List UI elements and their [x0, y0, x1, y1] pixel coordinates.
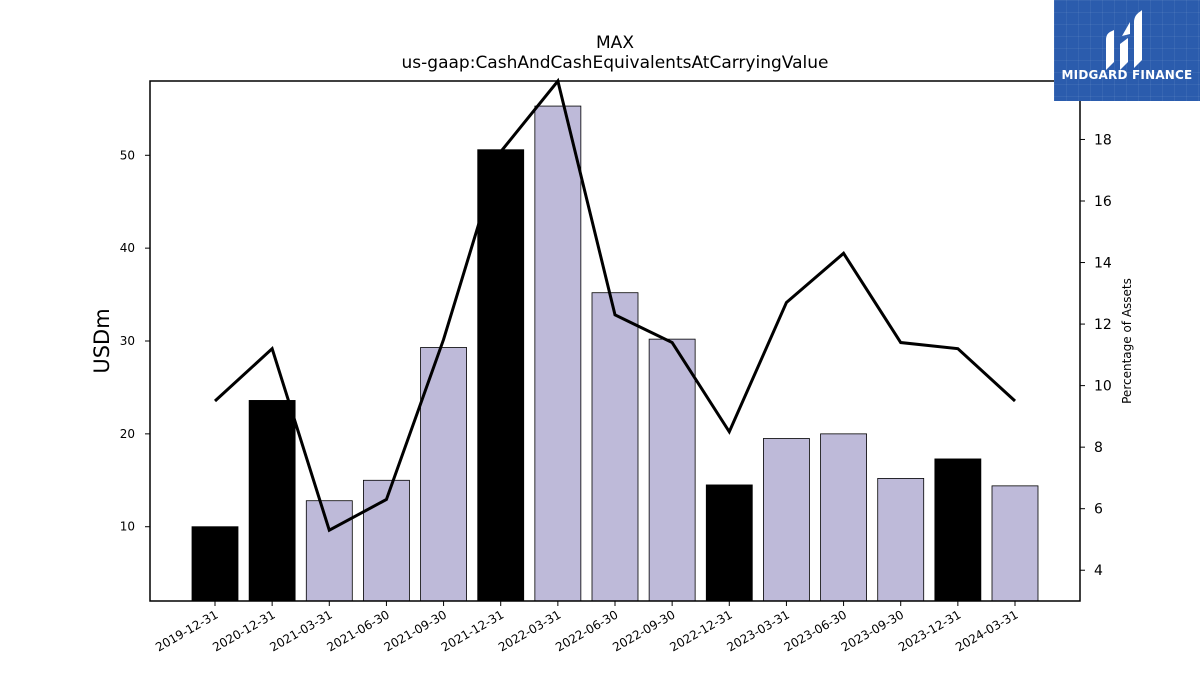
x-tick-label: 2021-12-31 [439, 607, 506, 654]
y-tick-label: 20 [120, 427, 135, 441]
y-tick-label: 30 [120, 334, 135, 348]
x-tick-label: 2021-09-30 [382, 607, 449, 654]
midgard-logo-icon [1106, 10, 1142, 70]
y2-tick-label: 16 [1094, 194, 1112, 210]
bar-2023-03-31 [763, 438, 810, 602]
bar-2022-09-30 [648, 338, 696, 602]
x-tick-label: 2023-06-30 [782, 607, 849, 654]
x-tick-label: 2021-03-31 [267, 607, 334, 654]
y-tick-label: 10 [120, 520, 135, 534]
x-tick-label: 2019-12-31 [153, 607, 220, 654]
bar-2023-06-30 [820, 433, 867, 602]
bar-2021-09-30 [420, 347, 467, 602]
y2-axis-label: Percentage of Assets [1120, 278, 1134, 404]
y2-tick-label: 8 [1094, 440, 1103, 456]
x-tick-label: 2023-12-31 [896, 607, 963, 654]
x-tick-label: 2022-06-30 [553, 607, 620, 654]
y-tick-label: 40 [120, 241, 135, 255]
y2-tick-label: 18 [1094, 132, 1112, 148]
y-axis-label: USDm [90, 308, 114, 373]
bar-2022-12-31 [705, 484, 753, 602]
bar-series [191, 105, 1039, 602]
x-tick-label: 2022-12-31 [667, 607, 734, 654]
y2-tick-label: 14 [1094, 256, 1112, 272]
bar-2023-12-31 [934, 458, 982, 602]
y-axis-right: 4 6 8 10 12 14 16 18 [1080, 132, 1112, 579]
chart-title: MAX [596, 33, 634, 53]
y2-tick-label: 10 [1094, 379, 1112, 395]
x-tick-label: 2021-06-30 [325, 607, 392, 654]
bar-2024-03-31 [991, 485, 1039, 602]
x-tick-label: 2022-09-30 [610, 607, 677, 654]
bar-2022-03-31 [534, 105, 582, 602]
chart-subtitle: us-gaap:CashAndCashEquivalentsAtCarrying… [402, 53, 829, 73]
logo-text: MIDGARD FINANCE [1061, 68, 1193, 82]
y2-tick-label: 12 [1094, 317, 1112, 333]
x-tick-label: 2020-12-31 [210, 607, 277, 654]
x-tick-label: 2023-09-30 [839, 607, 906, 654]
y-tick-label: 50 [120, 148, 135, 162]
y2-tick-label: 4 [1094, 563, 1103, 579]
x-tick-label: 2023-03-31 [725, 607, 792, 654]
x-tick-label: 2022-03-31 [496, 607, 563, 654]
x-tick-label: 2024-03-31 [953, 607, 1020, 654]
bar-2023-09-30 [877, 478, 925, 602]
y2-tick-label: 6 [1094, 502, 1103, 518]
y-axis-left: 10 20 30 40 50 [120, 148, 150, 534]
bar-2020-12-31 [248, 400, 296, 602]
x-axis: 2019-12-312020-12-312021-03-312021-06-30… [153, 601, 1021, 654]
midgard-finance-logo: MIDGARD FINANCE [1054, 0, 1200, 101]
bar-2021-03-31 [305, 500, 353, 602]
bar-2021-12-31 [477, 149, 525, 602]
line-series [213, 77, 1017, 533]
bar-2019-12-31 [191, 526, 239, 602]
bar-2022-06-30 [591, 292, 639, 602]
